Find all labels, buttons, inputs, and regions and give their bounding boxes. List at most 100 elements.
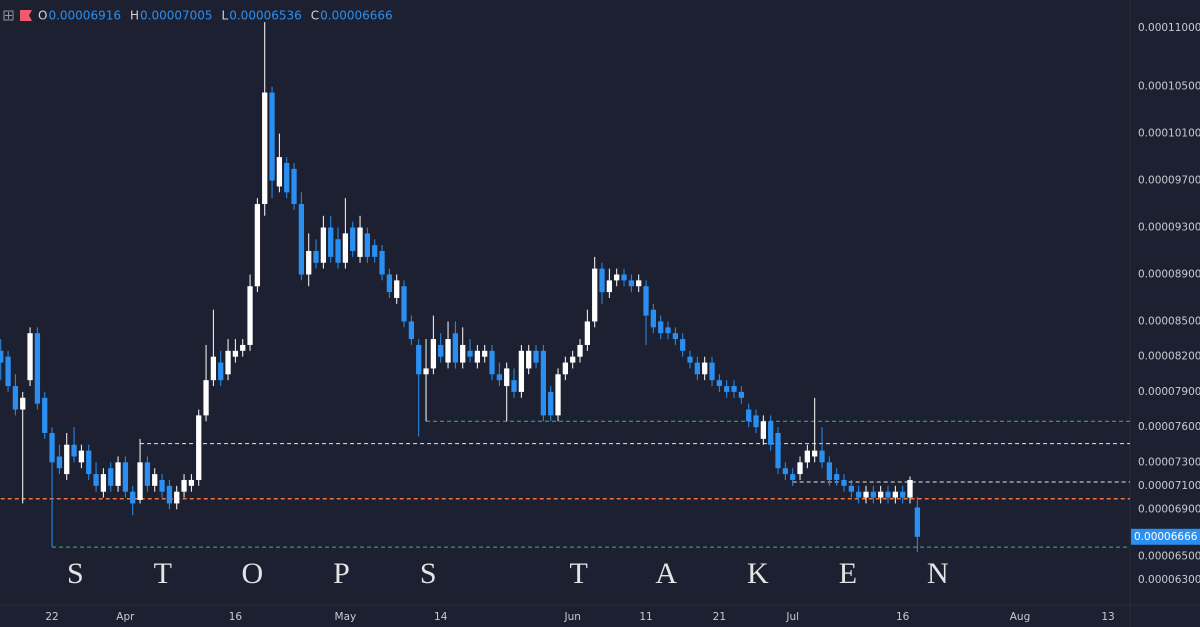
candle-body [100, 474, 107, 492]
legend-key: C [311, 9, 319, 23]
candle-body [863, 491, 869, 498]
candle-body [570, 356, 576, 363]
candle-body [342, 233, 349, 263]
candle-body [885, 491, 891, 498]
candle-body [672, 333, 678, 340]
candle-body [298, 204, 305, 275]
candle-body [658, 321, 664, 334]
candle-body [526, 350, 532, 369]
candle-body [394, 280, 400, 298]
x-tick-label: 22 [45, 611, 58, 623]
legend-value: 0.00007005 [140, 9, 213, 23]
candle-body [460, 344, 466, 363]
legend-value: 0.00006536 [229, 9, 302, 23]
candle-body [423, 368, 429, 375]
candle-body [511, 380, 517, 392]
candle-body [650, 309, 657, 328]
candles [0, 22, 920, 553]
candle-body [284, 162, 290, 193]
y-tick-label: 0.00007300 [1138, 456, 1200, 468]
annotation: STOPS TAKEN [67, 557, 1019, 590]
candle-body [262, 92, 268, 205]
candle-body [416, 344, 422, 375]
candle-body [108, 468, 114, 486]
candle-body [900, 491, 906, 498]
x-tick-label: 11 [639, 611, 652, 623]
x-tick-label: 16 [896, 611, 910, 623]
candle-body [159, 479, 165, 492]
candle-body [188, 479, 195, 486]
candle-body [196, 415, 202, 480]
candle-body [504, 368, 510, 387]
candle-body [27, 333, 33, 381]
flag-icon[interactable] [20, 10, 32, 21]
candle-body [247, 286, 253, 345]
x-tick-label: 16 [229, 611, 243, 623]
candle-body [848, 485, 854, 492]
candle-body [86, 450, 92, 475]
candle-body [878, 491, 884, 498]
candle-body [731, 386, 737, 392]
candle-body [379, 251, 385, 275]
legend-key: H [130, 9, 139, 23]
y-tick-label: 0.00006900 [1138, 503, 1200, 515]
candle-body [643, 286, 649, 316]
candle-body [137, 462, 143, 500]
candle-body [797, 462, 803, 475]
candle-body [34, 333, 41, 404]
candle-body [357, 227, 363, 257]
candle-body [621, 274, 627, 281]
expand-icon[interactable] [3, 10, 14, 21]
candle-body [240, 344, 246, 351]
candle-body [78, 450, 85, 463]
candle-body [584, 321, 591, 345]
legend-value: 0.00006666 [320, 9, 393, 23]
candle-body [144, 462, 151, 486]
y-tick-label: 0.00008500 [1138, 315, 1200, 327]
candle-body [702, 362, 708, 375]
candle-body [0, 350, 4, 363]
candle-body [892, 491, 898, 498]
header-icons [3, 10, 32, 21]
legend-key: L [222, 9, 229, 23]
candle-body [408, 321, 415, 340]
candle-body [335, 239, 341, 263]
candle-body [694, 362, 700, 375]
candle-body [907, 479, 913, 498]
candle-body [562, 362, 569, 375]
candle-body [819, 450, 825, 463]
x-tick-label: Aug [1010, 611, 1031, 623]
candle-body [709, 362, 715, 381]
candle-body [518, 350, 525, 392]
candle-body [56, 456, 63, 469]
candle-body [350, 227, 356, 252]
x-tick-label: May [335, 611, 357, 623]
candle-body [746, 409, 752, 422]
candle-body [313, 251, 319, 263]
y-tick-label: 0.00008900 [1138, 268, 1200, 280]
candle-body [834, 474, 840, 480]
candle-body [71, 444, 77, 457]
last-price-box [1131, 528, 1200, 545]
candle-body [489, 350, 495, 375]
candle-body [20, 397, 26, 410]
x-tick-label: Jul [785, 611, 799, 623]
candle-body [438, 344, 444, 357]
y-tick-label: 0.00007900 [1138, 386, 1200, 398]
candle-body [775, 432, 781, 469]
candle-body [474, 350, 481, 363]
candle-body [152, 474, 158, 486]
candle-body [276, 157, 283, 187]
candle-body [599, 268, 605, 293]
candle-body [93, 474, 99, 486]
candle-body [738, 391, 744, 398]
candle-body [540, 350, 547, 416]
y-tick-label: 0.00007600 [1138, 421, 1200, 433]
candle-body [269, 92, 275, 181]
x-tick-label: Apr [116, 611, 135, 623]
candle-body [614, 274, 620, 281]
candle-body [914, 507, 920, 537]
candle-body [606, 280, 613, 293]
